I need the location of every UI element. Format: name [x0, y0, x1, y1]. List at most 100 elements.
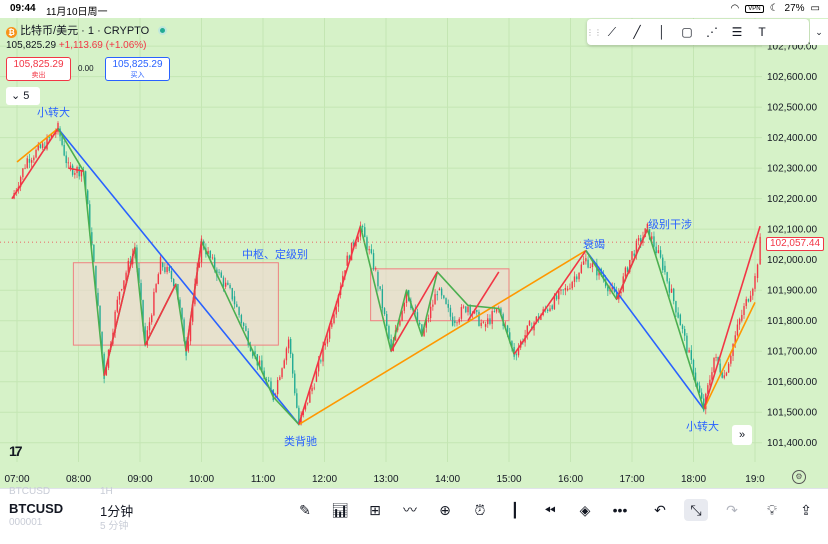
- candle-body: [287, 339, 290, 349]
- bitcoin-icon: ₿: [6, 27, 17, 38]
- candle-body: [615, 292, 618, 300]
- candle-body: [585, 258, 587, 262]
- candle-body: [511, 341, 513, 347]
- candle-body: [99, 305, 101, 332]
- candle-body: [57, 122, 59, 133]
- gear-icon[interactable]: ⚙: [792, 470, 806, 484]
- candle-body: [451, 316, 454, 326]
- candle-body: [320, 360, 322, 362]
- candle-body: [635, 240, 638, 256]
- y-tick-label: 102,700.00: [767, 42, 817, 53]
- candle-body: [116, 299, 119, 312]
- grid-icon[interactable]: ⊞: [369, 502, 381, 518]
- candle-body: [640, 238, 642, 243]
- candle-body: [322, 345, 324, 362]
- strategy-icon[interactable]: 〰: [403, 502, 417, 518]
- zigzag-leg-leg_up: [103, 247, 136, 376]
- candle-body: [528, 321, 531, 326]
- more-icon[interactable]: •••: [612, 502, 628, 518]
- buy-label: 买入: [130, 72, 145, 79]
- candle-body: [93, 244, 95, 262]
- candle-body: [39, 144, 42, 148]
- indicator-toggle[interactable]: ⌄ 5: [6, 87, 40, 105]
- candle-body: [562, 289, 564, 291]
- buy-button[interactable]: 105,825.29 买入: [105, 57, 170, 81]
- candle-body: [331, 323, 333, 327]
- vertical-line-icon[interactable]: │: [658, 25, 666, 39]
- candle-body: [423, 327, 425, 336]
- share-icon[interactable]: ⇪: [800, 502, 812, 518]
- candle-body: [491, 311, 493, 324]
- candle-body: [571, 281, 573, 289]
- alarm-icon[interactable]: ⏰︎: [474, 502, 486, 518]
- candle-body: [425, 319, 427, 328]
- candle-body: [276, 380, 279, 395]
- candle-body: [421, 324, 423, 337]
- candle-body: [454, 320, 456, 323]
- candle-body: [311, 387, 313, 392]
- add-icon[interactable]: ⊕: [439, 502, 451, 518]
- candle-body: [138, 268, 140, 284]
- candle-body: [681, 325, 684, 329]
- candle-body: [418, 322, 421, 325]
- battery-icon: ▭: [810, 3, 820, 14]
- pencil-icon[interactable]: ✎: [299, 502, 311, 518]
- candle-body: [19, 177, 22, 187]
- candle-body: [298, 407, 300, 425]
- candle-body: [493, 311, 496, 312]
- fib-icon[interactable]: ☰: [731, 25, 743, 39]
- price-change-line: 105,825.29 +1,113.69 (+1.06%): [6, 40, 147, 51]
- candle-body: [476, 310, 478, 312]
- candle-body: [401, 310, 403, 321]
- zigzag-leg-leg_down: [585, 250, 705, 410]
- candle-body: [309, 391, 311, 403]
- layers-icon[interactable]: ◈: [579, 502, 591, 518]
- symbol-button[interactable]: BTCUSD: [9, 501, 64, 516]
- idea-icon[interactable]: 💡︎: [767, 502, 777, 518]
- candle-body: [591, 263, 594, 267]
- chevron-down-icon[interactable]: ⌄: [810, 19, 828, 45]
- redo-icon[interactable]: ↷: [726, 502, 738, 518]
- candles-icon[interactable]: ┃: [510, 502, 520, 518]
- scroll-to-realtime-button[interactable]: »: [732, 425, 752, 445]
- sell-button[interactable]: 105,825.29 卖出: [6, 57, 71, 81]
- symbol-header[interactable]: ₿ 比特币/美元 · 1 · CRYPTO: [6, 22, 168, 38]
- text-icon[interactable]: T: [758, 25, 766, 39]
- candle-body: [236, 304, 238, 308]
- candle-body: [458, 318, 460, 323]
- candle-body: [506, 325, 509, 333]
- indicators-icon[interactable]: 📊︎: [331, 502, 349, 518]
- candle-body: [283, 360, 285, 369]
- rectangle-icon[interactable]: ▢: [681, 25, 693, 39]
- candle-body: [743, 306, 745, 315]
- candle-body: [573, 276, 576, 282]
- trend-line-icon[interactable]: ⟋: [607, 24, 617, 39]
- pattern-icon[interactable]: ⋰: [706, 25, 718, 39]
- undo-icon[interactable]: ↶: [654, 502, 666, 518]
- timeframe-button[interactable]: 1分钟: [100, 504, 134, 519]
- candle-body: [734, 335, 736, 345]
- collapse-icon[interactable]: ⤡: [684, 499, 708, 521]
- candle-body: [198, 262, 201, 268]
- candle-body: [696, 382, 699, 386]
- candle-body: [348, 255, 351, 261]
- ghost-timeframe-bottom: 5 分钟: [100, 521, 129, 532]
- ray-icon[interactable]: ╱: [633, 25, 641, 39]
- sell-price: 105,825.29: [13, 59, 64, 70]
- candle-body: [71, 165, 74, 175]
- replay-icon[interactable]: ⏪︎: [544, 502, 556, 518]
- candle-body: [618, 293, 620, 300]
- candle-body: [551, 305, 553, 310]
- candle-body: [357, 236, 359, 243]
- candle-body: [738, 318, 741, 325]
- status-date: 11月10日周一: [46, 7, 108, 18]
- x-tick-label: 14:00: [435, 474, 460, 485]
- candle-body: [480, 322, 482, 326]
- candle-body: [89, 204, 91, 233]
- candle-body: [698, 385, 701, 393]
- chart-area[interactable]: [0, 18, 828, 488]
- zigzag-leg-leg_up: [68, 167, 84, 172]
- drag-handle-icon[interactable]: ⋮⋮: [586, 27, 602, 37]
- candle-body: [555, 295, 558, 300]
